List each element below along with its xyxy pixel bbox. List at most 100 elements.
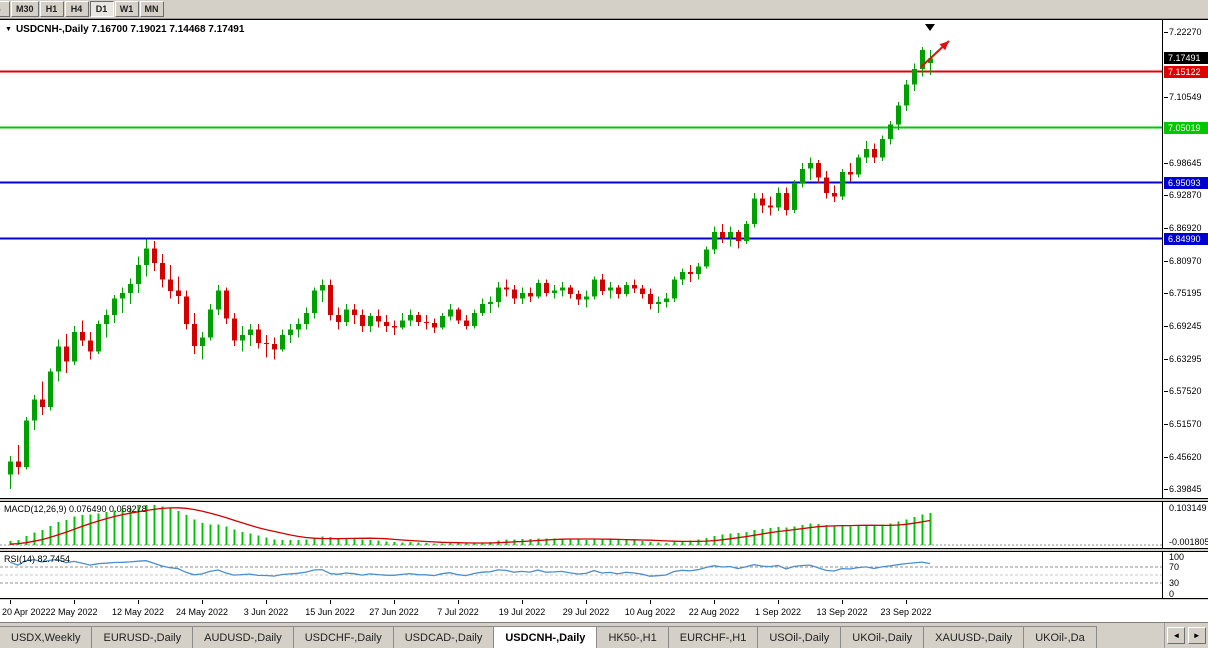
price-badge: 7.15122 xyxy=(1164,66,1208,78)
price-tick-label: 6.69245 xyxy=(1169,321,1202,331)
tab-scroll-right-button[interactable]: ► xyxy=(1187,627,1206,644)
date-tick xyxy=(778,600,779,604)
date-label: 27 Jun 2022 xyxy=(369,607,419,617)
price-tick xyxy=(1164,359,1168,360)
price-tick xyxy=(1164,293,1168,294)
price-badge: 7.05019 xyxy=(1164,122,1208,134)
date-tick xyxy=(74,600,75,604)
date-axis: 20 Apr 2022 2 May 2022 12 May 2022 24 May 2… xyxy=(0,600,1208,622)
price-tick-label: 6.86920 xyxy=(1169,223,1202,233)
price-tick xyxy=(1164,97,1168,98)
rsi-panel: RSI(14) 82.7454 100 70 30 0 xyxy=(0,551,1208,599)
price-tick xyxy=(1164,326,1168,327)
price-tick-label: 6.51570 xyxy=(1169,419,1202,429)
symbol-tab-ukoil-da[interactable]: UKOil-,Da xyxy=(1023,626,1097,648)
rsi-axis: 100 70 30 0 xyxy=(1164,552,1208,598)
price-badge: 6.84990 xyxy=(1164,233,1208,245)
macd-histogram xyxy=(9,505,932,545)
macd-axis: 0.103149 -0.001805 xyxy=(1164,502,1208,548)
tab-scroll-left-button[interactable]: ◄ xyxy=(1167,627,1186,644)
date-label: 12 May 2022 xyxy=(111,607,165,617)
timeframe-toolbar: 5M30H1H4D1W1MN xyxy=(0,0,1208,19)
symbol-tab-usoil-daily[interactable]: USOil-,Daily xyxy=(757,626,842,648)
price-tick xyxy=(1164,391,1168,392)
date-label: 23 Sep 2022 xyxy=(880,607,932,617)
chart-title: ▼ USDCNH-,Daily 7.16700 7.19021 7.14468 … xyxy=(5,24,244,35)
date-label: 15 Jun 2022 xyxy=(305,607,355,617)
symbol-tab-usdcad-daily[interactable]: USDCAD-,Daily xyxy=(392,626,495,648)
macd-axis-min-label: -0.001805 xyxy=(1169,537,1208,547)
date-tick xyxy=(522,600,523,604)
rsi-plot[interactable]: RSI(14) 82.7454 xyxy=(0,552,1163,598)
price-tick xyxy=(1164,163,1168,164)
price-tick-label: 6.98645 xyxy=(1169,158,1202,168)
symbol-tab-usdcnh-daily[interactable]: USDCNH-,Daily xyxy=(493,626,598,648)
price-axis: 7.22270 7.10549 6.98645 6.92870 6.86920 6.809… xyxy=(1164,20,1208,498)
timeframe-button-h4[interactable]: H4 xyxy=(64,1,89,17)
symbol-tab-usdchf-daily[interactable]: USDCHF-,Daily xyxy=(292,626,394,648)
price-tick-label: 7.22270 xyxy=(1169,27,1202,37)
price-tick-label: 7.10549 xyxy=(1169,92,1202,102)
timeframe-button-w1[interactable]: W1 xyxy=(114,1,139,17)
symbol-tab-xauusd-daily[interactable]: XAUUSD-,Daily xyxy=(923,626,1025,648)
price-tick-label: 6.92870 xyxy=(1169,190,1202,200)
price-tick-label: 6.57520 xyxy=(1169,386,1202,396)
macd-signal-line xyxy=(9,507,931,545)
date-tick xyxy=(394,600,395,604)
price-tick xyxy=(1164,457,1168,458)
date-tick xyxy=(650,600,651,604)
rsi-axis-label: 30 xyxy=(1169,578,1180,588)
price-tick-label: 6.39845 xyxy=(1169,484,1202,494)
tab-scroll-controls: ◄ ► xyxy=(1164,623,1208,648)
timeframe-button-d1[interactable]: D1 xyxy=(89,1,114,17)
price-tick xyxy=(1164,261,1168,262)
date-tick xyxy=(842,600,843,604)
price-tick xyxy=(1164,32,1168,33)
date-label: 24 May 2022 xyxy=(175,607,229,617)
symbol-tab-bar: USDX,Weekly EURUSD-,Daily AUDUSD-,Daily USD… xyxy=(0,622,1208,648)
timeframe-button-5[interactable]: 5 xyxy=(0,1,10,17)
timeframe-button-m30[interactable]: M30 xyxy=(11,1,39,17)
symbol-tab-usdx-weekly[interactable]: USDX,Weekly xyxy=(0,626,93,648)
price-tick xyxy=(1164,195,1168,196)
date-tick xyxy=(266,600,267,604)
symbol-tabs: USDX,Weekly EURUSD-,Daily AUDUSD-,Daily USD… xyxy=(0,623,1164,648)
date-label: 13 Sep 2022 xyxy=(816,607,868,617)
rsi-axis-label: 70 xyxy=(1169,562,1180,572)
macd-plot[interactable]: MACD(12,26,9) 0.076490 0.058278 xyxy=(0,502,1163,548)
timeframe-button-h1[interactable]: H1 xyxy=(39,1,64,17)
price-chart-canvas[interactable] xyxy=(0,20,1163,498)
trend-arrow-head xyxy=(939,41,949,51)
macd-axis-max-label: 0.103149 xyxy=(1169,503,1207,513)
rsi-label: RSI(14) 82.7454 xyxy=(4,554,71,564)
rsi-axis-label: 100 xyxy=(1169,552,1185,562)
date-tick xyxy=(906,600,907,604)
date-label: 20 Apr 2022 xyxy=(2,607,51,617)
date-label: 10 Aug 2022 xyxy=(624,607,676,617)
symbol-tab-audusd-daily[interactable]: AUDUSD-,Daily xyxy=(192,626,294,648)
symbol-tab-eurusd-daily[interactable]: EURUSD-,Daily xyxy=(91,626,194,648)
symbol-tab-ukoil-daily[interactable]: UKOil-,Daily xyxy=(840,626,925,648)
macd-panel: MACD(12,26,9) 0.076490 0.058278 0.103149… xyxy=(0,501,1208,549)
price-chart-plot[interactable]: ▼ USDCNH-,Daily 7.16700 7.19021 7.14468 … xyxy=(0,20,1163,498)
symbol-tab-eurchf-h1[interactable]: EURCHF-,H1 xyxy=(667,626,759,648)
rsi-axis-label: 0 xyxy=(1169,589,1175,598)
chart-dropdown-icon[interactable]: ▼ xyxy=(5,25,12,33)
price-tick-label: 6.75195 xyxy=(1169,288,1202,298)
price-tick-label: 6.63295 xyxy=(1169,354,1202,364)
date-tick xyxy=(138,600,139,604)
bar-shift-marker-icon[interactable] xyxy=(925,24,935,31)
symbol-tab-hk50-h1[interactable]: HK50-,H1 xyxy=(596,626,669,648)
rsi-canvas xyxy=(0,558,1162,584)
date-tick xyxy=(202,600,203,604)
date-label: 3 Jun 2022 xyxy=(243,607,289,617)
timeframe-button-mn[interactable]: MN xyxy=(139,1,164,17)
date-label: 22 Aug 2022 xyxy=(688,607,740,617)
date-tick xyxy=(714,600,715,604)
date-tick xyxy=(10,600,11,604)
date-tick xyxy=(458,600,459,604)
price-chart-panel: ▼ USDCNH-,Daily 7.16700 7.19021 7.14468 … xyxy=(0,19,1208,499)
price-tick xyxy=(1164,228,1168,229)
chart-title-text: USDCNH-,Daily 7.16700 7.19021 7.14468 7.… xyxy=(15,24,245,35)
